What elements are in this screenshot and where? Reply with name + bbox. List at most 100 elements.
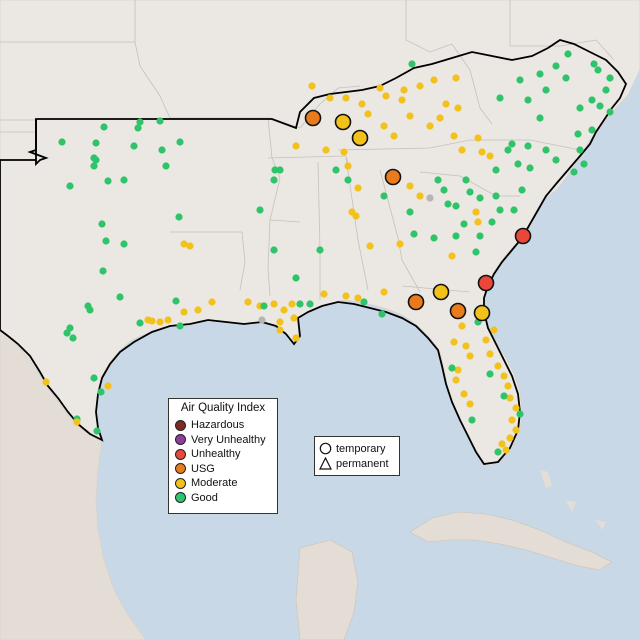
monitor-dot	[176, 138, 184, 146]
monitor-dot	[354, 294, 362, 302]
monitor-dot	[406, 208, 414, 216]
monitor-dot	[276, 318, 284, 326]
monitor-dot	[164, 316, 172, 324]
legend-label-unhealthy: Unhealthy	[191, 448, 241, 461]
monitor-dot	[66, 182, 74, 190]
monitor-dot	[510, 206, 518, 214]
monitor-dot	[194, 306, 202, 314]
monitor-dot	[486, 152, 494, 160]
monitor-dot	[508, 140, 516, 148]
monitor-dot	[416, 82, 424, 90]
monitor-dot	[502, 446, 510, 454]
triangle-icon	[319, 457, 332, 470]
monitor-dot	[486, 350, 494, 358]
legend-swatch-moderate	[175, 477, 186, 489]
monitor-dot	[452, 74, 460, 82]
monitor-dot	[175, 213, 183, 221]
monitor-dot	[352, 212, 360, 220]
monitor-dot	[270, 176, 278, 184]
monitor-dot	[462, 176, 470, 184]
monitor-dot	[526, 164, 534, 172]
legend-row-usg: USG	[175, 462, 277, 477]
monitor-dot	[86, 306, 94, 314]
monitor-dot	[90, 162, 98, 170]
monitor-dot	[504, 146, 512, 154]
monitor-dot	[606, 108, 614, 116]
monitor-dot	[104, 382, 112, 390]
legend-label-good: Good	[191, 491, 218, 504]
monitor-dot	[474, 218, 482, 226]
monitor-dot	[99, 267, 107, 275]
monitor-dot	[260, 302, 268, 310]
monitor-dot	[398, 96, 406, 104]
monitor-dot	[332, 166, 340, 174]
monitor-dot	[280, 306, 288, 314]
monitor-dot	[494, 362, 502, 370]
monitor-dot	[588, 96, 596, 104]
monitor-dot	[542, 86, 550, 94]
monitor-dot	[390, 132, 398, 140]
circle-icon	[319, 442, 332, 455]
monitor-dot	[306, 300, 314, 308]
monitor-dot	[156, 318, 164, 326]
monitor-dot	[116, 293, 124, 301]
monitor-marker-large	[514, 227, 532, 245]
monitor-dot	[320, 290, 328, 298]
monitor-dot	[100, 123, 108, 131]
monitor-dot	[474, 134, 482, 142]
monitor-dot	[130, 142, 138, 150]
monitor-dot	[296, 300, 304, 308]
monitor-marker-large	[473, 304, 491, 322]
monitor-dot	[276, 326, 284, 334]
monitor-dot	[120, 240, 128, 248]
monitor-dot	[276, 166, 284, 174]
legend-row-very-unhealthy: Very Unhealthy	[175, 433, 277, 448]
yucatan-land	[295, 539, 359, 640]
monitor-marker-large	[449, 302, 467, 320]
monitor-dot	[492, 192, 500, 200]
monitor-dot	[574, 130, 582, 138]
monitor-dot	[468, 416, 476, 424]
monitor-dot	[58, 138, 66, 146]
monitor-dot	[442, 100, 450, 108]
monitor-dot	[156, 117, 164, 125]
monitor-dot	[488, 218, 496, 226]
monitor-dot	[472, 248, 480, 256]
legend-row-unhealthy: Unhealthy	[175, 447, 277, 462]
monitor-type-legend: temporary permanent	[314, 436, 400, 476]
monitor-dot	[408, 60, 416, 68]
monitor-dot	[466, 400, 474, 408]
monitor-dot	[360, 298, 368, 306]
monitor-dot	[208, 298, 216, 306]
monitor-dot	[93, 427, 101, 435]
monitor-dot	[588, 126, 596, 134]
monitor-dot	[380, 192, 388, 200]
monitor-dot	[490, 326, 498, 334]
monitor-dot	[504, 382, 512, 390]
monitor-dot	[162, 162, 170, 170]
monitor-dot	[406, 112, 414, 120]
monitor-dot	[172, 297, 180, 305]
monitor-dots	[42, 50, 614, 456]
monitor-dot	[148, 317, 156, 325]
monitor-dot	[364, 110, 372, 118]
monitor-dot	[256, 206, 264, 214]
monitor-dot	[316, 246, 324, 254]
monitor-marker-large	[334, 113, 352, 131]
monitor-dot	[496, 206, 504, 214]
monitor-marker-large	[304, 109, 322, 127]
legend-label-moderate: Moderate	[191, 477, 238, 490]
monitor-dot	[498, 440, 506, 448]
monitor-dot	[342, 292, 350, 300]
legend-label-hazardous: Hazardous	[191, 419, 245, 432]
monitor-dot	[576, 104, 584, 112]
monitor-dot	[452, 202, 460, 210]
monitor-dot	[102, 237, 110, 245]
monitor-dot	[97, 388, 105, 396]
monitor-dot	[104, 177, 112, 185]
monitor-dot	[444, 200, 452, 208]
monitor-dot	[516, 410, 524, 418]
monitor-dot	[516, 76, 524, 84]
monitor-dot	[450, 338, 458, 346]
monitor-dot	[344, 162, 352, 170]
